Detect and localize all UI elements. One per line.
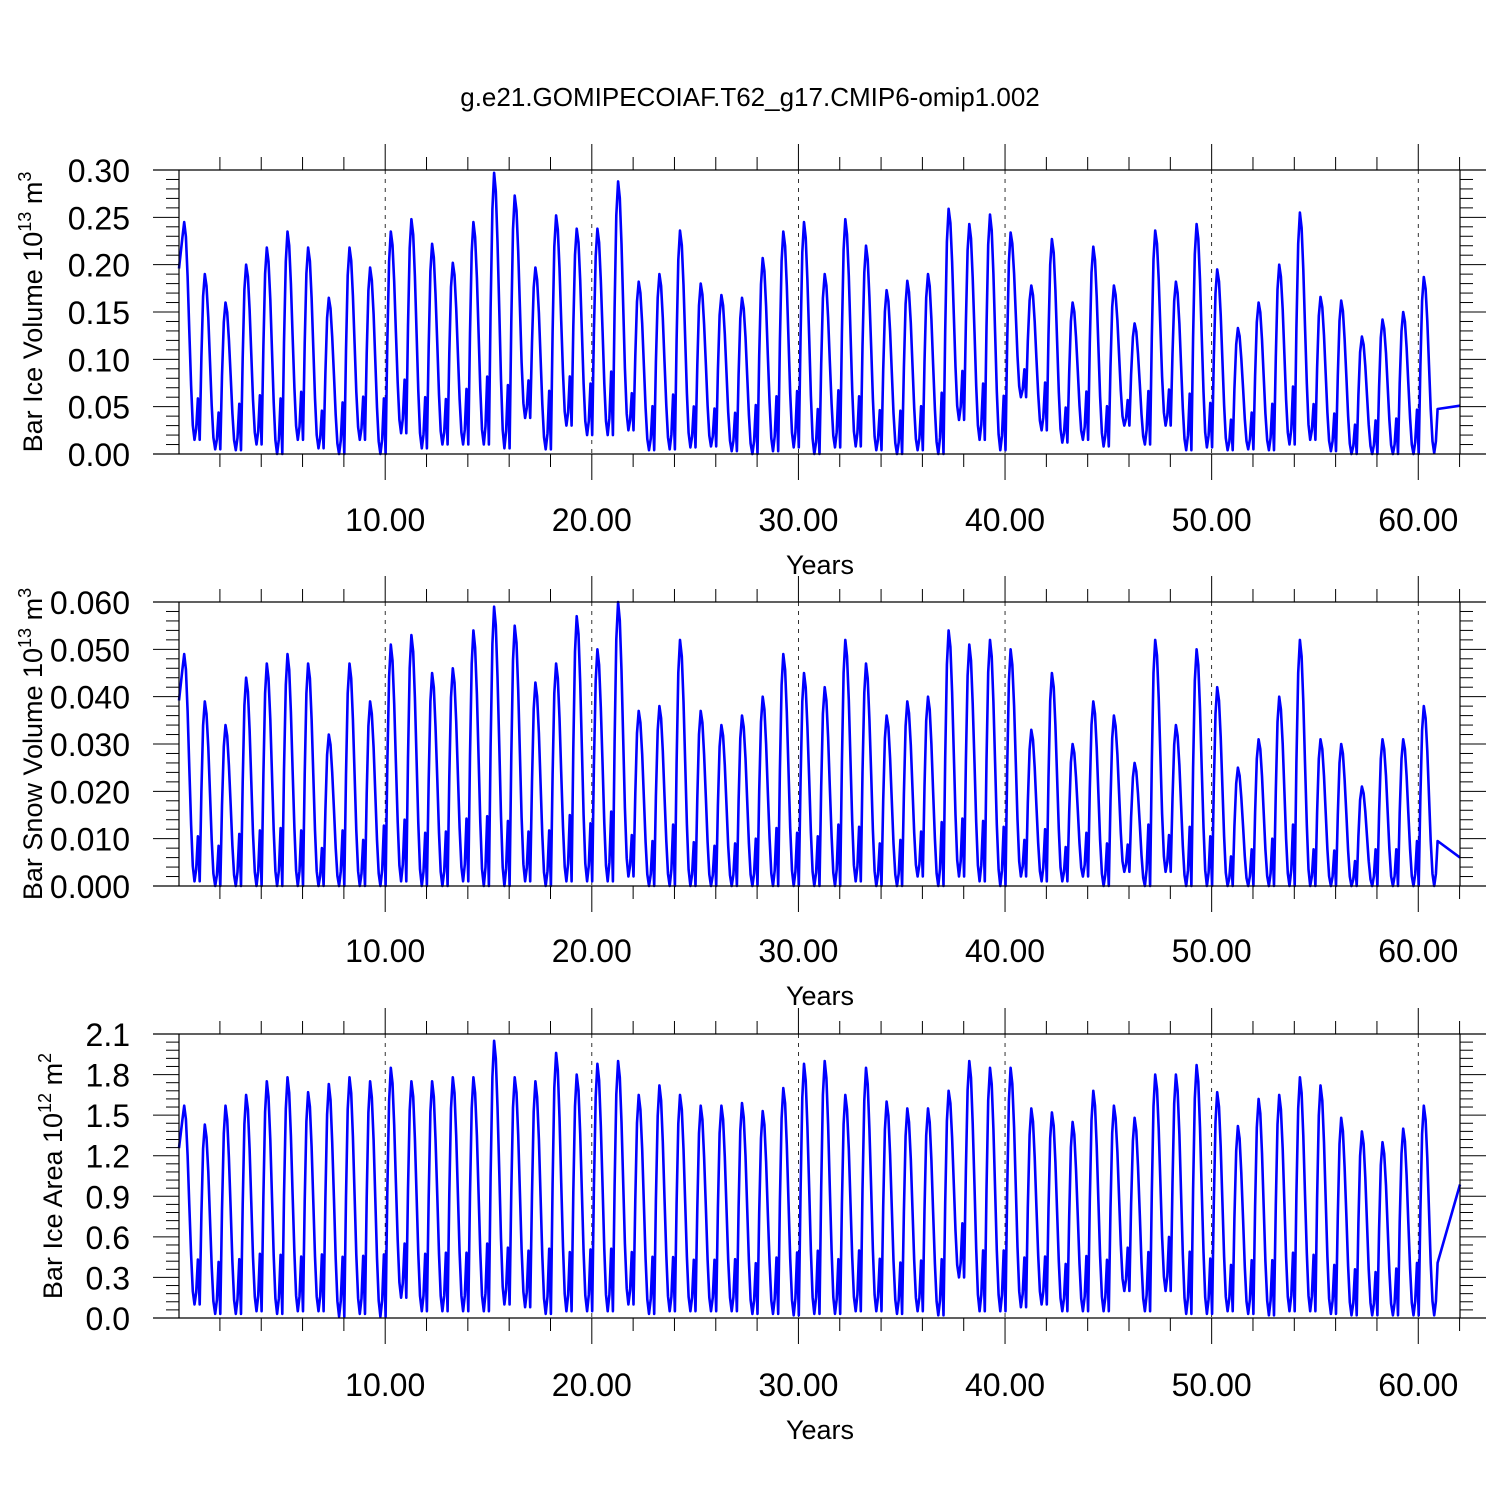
x-tick-label: 20.00 bbox=[552, 1367, 632, 1403]
x-tick-label: 40.00 bbox=[965, 502, 1045, 538]
y-tick-label: 0.0 bbox=[86, 1301, 130, 1337]
x-axis-label: Years bbox=[786, 550, 854, 580]
y-tick-label: 0.15 bbox=[68, 295, 130, 331]
y-axis-label: Bar Ice Volume 1013 m3 bbox=[15, 172, 48, 453]
y-tick-label: 2.1 bbox=[86, 1017, 130, 1053]
x-tick-label: 60.00 bbox=[1378, 933, 1458, 969]
x-tick-label: 50.00 bbox=[1172, 1367, 1252, 1403]
y-axis-label: Bar Snow Volume 1013 m3 bbox=[15, 588, 48, 900]
x-tick-label: 60.00 bbox=[1378, 1367, 1458, 1403]
x-tick-label: 40.00 bbox=[965, 933, 1045, 969]
x-tick-label: 10.00 bbox=[345, 933, 425, 969]
y-tick-label: 0.10 bbox=[68, 342, 130, 378]
y-tick-label: 0.040 bbox=[50, 680, 130, 716]
y-tick-label: 1.5 bbox=[86, 1098, 130, 1134]
x-tick-label: 30.00 bbox=[758, 933, 838, 969]
series-line bbox=[177, 1039, 1462, 1318]
x-tick-label: 10.00 bbox=[345, 1367, 425, 1403]
x-tick-label: 60.00 bbox=[1378, 502, 1458, 538]
x-axis-label: Years bbox=[786, 1415, 854, 1445]
x-tick-label: 30.00 bbox=[758, 1367, 838, 1403]
x-tick-label: 20.00 bbox=[552, 933, 632, 969]
y-tick-label: 0.25 bbox=[68, 200, 130, 236]
y-tick-label: 0.050 bbox=[50, 632, 130, 668]
y-tick-label: 0.30 bbox=[68, 153, 130, 189]
y-tick-label: 1.2 bbox=[86, 1139, 130, 1175]
panel-1: 0.00 0.05 0.10 0.15 0.20 0.25 0.30 10.00 20.00 30… bbox=[15, 144, 1486, 580]
x-tick-label: 30.00 bbox=[758, 502, 838, 538]
y-tick-label: 0.05 bbox=[68, 390, 130, 426]
y-tick-label: 0.20 bbox=[68, 248, 130, 284]
x-tick-label: 10.00 bbox=[345, 502, 425, 538]
x-axis-label: Years bbox=[786, 981, 854, 1011]
y-tick-label: 0.3 bbox=[86, 1260, 130, 1296]
y-tick-label: 0.000 bbox=[50, 869, 130, 905]
y-tick-label: 1.8 bbox=[86, 1058, 130, 1094]
series-line bbox=[177, 600, 1461, 888]
y-tick-label: 0.00 bbox=[68, 437, 130, 473]
y-tick-label: 0.030 bbox=[50, 727, 130, 763]
x-tick-label: 50.00 bbox=[1172, 502, 1252, 538]
y-tick-label: 0.020 bbox=[50, 774, 130, 810]
figure-title: g.e21.GOMIPECOIAF.T62_g17.CMIP6-omip1.00… bbox=[460, 82, 1040, 112]
series-line bbox=[177, 171, 1461, 456]
y-tick-label: 0.060 bbox=[50, 585, 130, 621]
x-tick-label: 50.00 bbox=[1172, 933, 1252, 969]
y-tick-label: 0.010 bbox=[50, 822, 130, 858]
x-tick-label: 20.00 bbox=[552, 502, 632, 538]
x-tick-label: 40.00 bbox=[965, 1367, 1045, 1403]
y-tick-label: 0.6 bbox=[86, 1220, 130, 1256]
y-tick-label: 0.9 bbox=[86, 1179, 130, 1215]
y-axis-label: Bar Ice Area 1012 m2 bbox=[35, 1053, 68, 1299]
panel-3: 0.0 0.3 0.6 0.9 1.2 1.5 1.8 2.1 10.00 20.00 30.00 4… bbox=[35, 1008, 1486, 1445]
panel-2: 0.000 0.010 0.020 0.030 0.040 0.050 0.060 10.00… bbox=[15, 576, 1486, 1011]
